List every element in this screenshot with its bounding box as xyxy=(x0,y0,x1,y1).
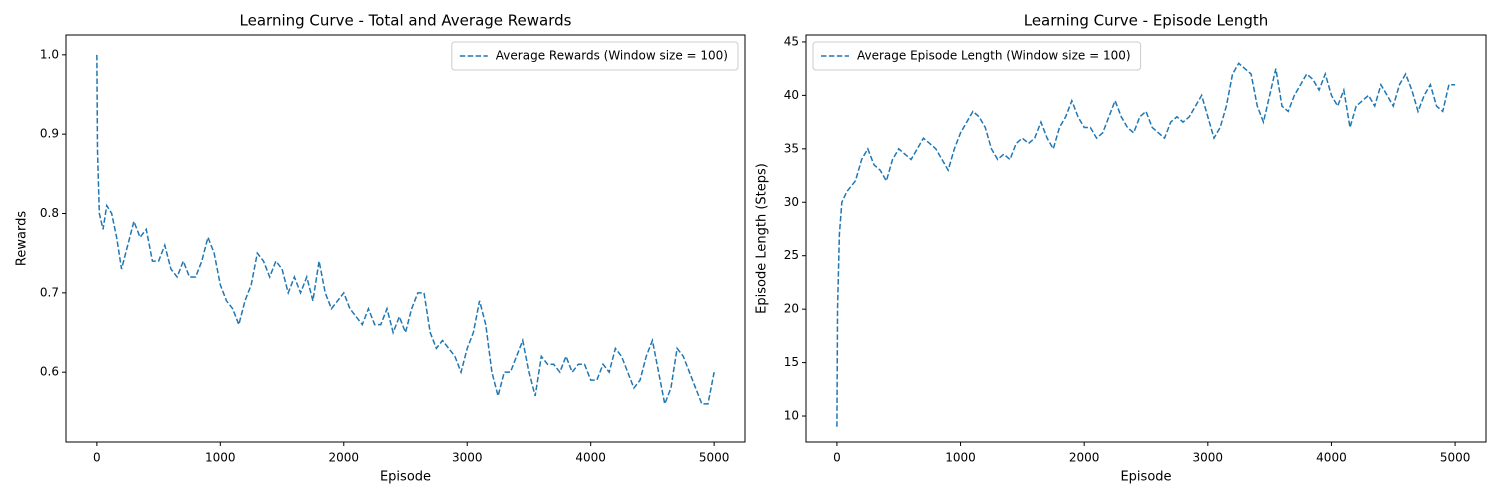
x-tick-label: 3000 xyxy=(1193,451,1224,465)
x-tick-label: 1000 xyxy=(945,451,976,465)
y-tick-label: 0.8 xyxy=(40,206,59,220)
x-tick-label: 5000 xyxy=(699,451,730,465)
y-tick-label: 1.0 xyxy=(40,47,59,61)
x-axis-label: Episode xyxy=(1120,470,1171,485)
y-tick-label: 25 xyxy=(784,248,799,262)
y-tick-label: 0.6 xyxy=(40,365,59,379)
x-axis-label: Episode xyxy=(380,470,431,485)
legend-box xyxy=(812,41,1142,71)
series-line xyxy=(836,62,1456,427)
y-tick-label: 30 xyxy=(784,195,799,209)
y-axis-label: Episode Length (Steps) xyxy=(755,163,770,314)
y-tick-label: 35 xyxy=(784,141,799,155)
legend-label: Average Rewards (Window size = 100) xyxy=(496,49,728,63)
legend: Average Episode Length (Window size = 10… xyxy=(812,41,1142,71)
y-tick-label: 0.7 xyxy=(40,285,59,299)
y-tick-label: 15 xyxy=(784,355,799,369)
y-tick-label: 20 xyxy=(784,302,799,316)
legend-box xyxy=(451,41,739,71)
chart-title: Learning Curve - Total and Average Rewar… xyxy=(240,12,572,30)
y-tick-label: 40 xyxy=(784,88,799,102)
y-tick-label: 0.9 xyxy=(40,127,59,141)
plot-frame xyxy=(65,34,746,443)
chart-title: Learning Curve - Episode Length xyxy=(1024,12,1269,30)
series-line xyxy=(96,54,715,407)
x-tick-label: 4000 xyxy=(575,451,606,465)
x-tick-label: 5000 xyxy=(1440,451,1471,465)
x-tick-label: 2000 xyxy=(1069,451,1100,465)
y-tick-label: 10 xyxy=(784,409,799,423)
x-tick-label: 3000 xyxy=(452,451,483,465)
x-tick-label: 4000 xyxy=(1316,451,1347,465)
legend-label: Average Episode Length (Window size = 10… xyxy=(857,49,1131,63)
x-tick-label: 2000 xyxy=(328,451,359,465)
x-tick-label: 0 xyxy=(833,451,841,465)
y-axis-label: Rewards xyxy=(15,211,30,266)
legend: Average Rewards (Window size = 100) xyxy=(451,41,739,71)
x-tick-label: 1000 xyxy=(205,451,236,465)
y-tick-label: 45 xyxy=(784,34,799,48)
plot-frame xyxy=(805,34,1487,443)
x-tick-label: 0 xyxy=(93,451,101,465)
